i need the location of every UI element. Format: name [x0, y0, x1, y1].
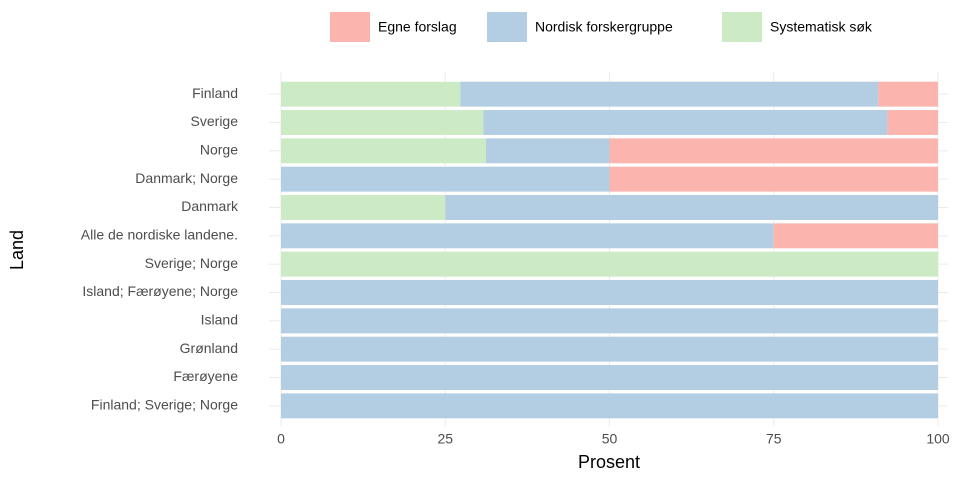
bar-segment [483, 110, 888, 135]
legend-swatch [330, 12, 370, 42]
bar-segment [485, 138, 610, 164]
bar-segment [281, 138, 486, 164]
y-tick-label: Island; Færøyene; Norge [82, 283, 238, 299]
bar-segment [281, 223, 774, 249]
x-tick-label: 100 [926, 431, 950, 447]
bar-segment [281, 166, 610, 192]
y-tick-label: Sverige; Norge [145, 255, 239, 271]
y-tick-label: Sverige [191, 113, 239, 129]
legend-swatch [722, 12, 762, 42]
bar-segment [887, 110, 938, 135]
legend-label: Nordisk forskergruppe [535, 19, 673, 35]
x-axis-title: Prosent [578, 452, 640, 472]
bar-segment [281, 393, 938, 419]
y-tick-label: Alle de nordiske landene. [81, 227, 238, 243]
y-tick-label: Danmark [181, 198, 239, 214]
bar-segment [460, 81, 879, 107]
bar-segment [281, 81, 461, 107]
y-tick-label: Island [201, 312, 238, 328]
bar-segment [609, 166, 938, 192]
bar-segment [281, 336, 938, 362]
legend-label: Systematisk søk [770, 19, 873, 35]
bar-segment [281, 110, 484, 135]
bar-segment [878, 81, 938, 107]
x-tick-label: 0 [277, 431, 285, 447]
legend-label: Egne forslag [378, 19, 457, 35]
bar-segment [281, 280, 938, 305]
bar-segment [281, 195, 446, 220]
bar-segment [609, 138, 938, 164]
legend-swatch [487, 12, 527, 42]
y-tick-label: Finland; Sverige; Norge [91, 397, 238, 413]
y-axis-title: Land [7, 230, 27, 270]
bar-segment [281, 308, 938, 334]
bar-segment [281, 365, 938, 390]
y-tick-label: Danmark; Norge [135, 170, 238, 186]
y-tick-label: Finland [192, 85, 238, 101]
y-tick-label: Grønland [180, 340, 238, 356]
x-tick-label: 50 [602, 431, 618, 447]
x-tick-label: 25 [437, 431, 453, 447]
y-tick-label: Norge [200, 142, 238, 158]
y-tick-label: Færøyene [173, 368, 238, 384]
x-tick-label: 75 [766, 431, 782, 447]
bar-segment [281, 251, 938, 277]
bar-segment [445, 195, 938, 220]
bar-segment [773, 223, 938, 249]
